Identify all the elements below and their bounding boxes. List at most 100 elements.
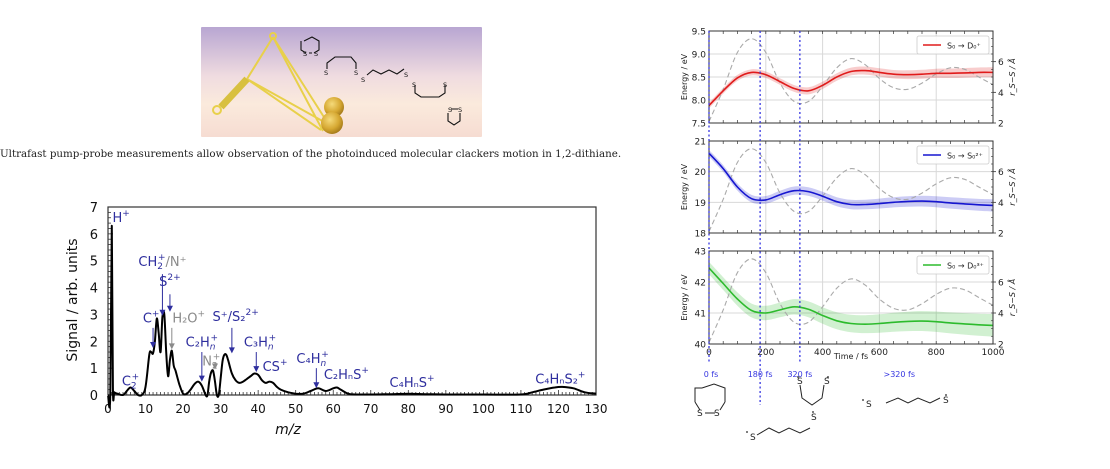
ion-label-sup: + xyxy=(213,352,221,362)
annotation-arrowhead xyxy=(198,375,205,382)
y-axis-label: Signal / arb. units xyxy=(65,238,81,361)
y-tick-label: 20 xyxy=(695,168,707,178)
y-tick-label: 7 xyxy=(90,201,98,216)
annotation-arrowhead xyxy=(159,309,166,316)
sulfur-label: S xyxy=(750,433,756,443)
y-tick-label: 18 xyxy=(695,230,707,240)
ion-label: H+ xyxy=(113,209,130,226)
y2-tick-label: 4 xyxy=(998,89,1004,99)
ion-label-sub: 2 xyxy=(131,382,137,392)
y2-tick-label: 6 xyxy=(998,279,1004,289)
y2-axis-label: r_S−S / Å xyxy=(1006,58,1017,95)
y-axis-label: Energy / eV xyxy=(680,53,689,100)
annotation-arrowhead xyxy=(168,343,175,350)
energy-panels: 7.5 8.0 8.5 9.0 9.5 2 4 6 Energy / eV r_S−S / Å S₀… xyxy=(680,28,1017,359)
x-tick-label: 70 xyxy=(363,402,378,416)
rss-dashed-line xyxy=(708,258,994,343)
x-tick-label: 1000 xyxy=(982,348,1005,358)
y-tick-label: 8.0 xyxy=(692,97,707,107)
ion-label-sup: 2+ xyxy=(167,273,180,283)
y-tick-label: 8.5 xyxy=(692,74,706,84)
x-tick-label: 40 xyxy=(251,402,266,416)
x-tick-label: 80 xyxy=(401,402,416,416)
ion-label: C+ xyxy=(143,309,160,326)
ion-label-sub: n xyxy=(320,359,326,369)
x-tick-label: 130 xyxy=(585,402,608,416)
x-tick-label: 0 xyxy=(706,348,712,358)
ion-label-sup: + xyxy=(198,309,206,319)
sulfur-label: S xyxy=(824,377,830,387)
ion-label-sup: 2+ xyxy=(245,308,258,318)
mass-spectrum-axes: 0 10 20 30 40 50 60 70 80 90 100 110 120 130 0 1 2 3 4 5 6 7 xyxy=(90,201,608,416)
y-tick-label: 3 xyxy=(90,308,98,323)
clacker-toy xyxy=(212,32,330,132)
sulfur-label: S xyxy=(714,409,720,419)
ion-label: H₂O+ xyxy=(172,309,205,326)
rss-dashed-line xyxy=(708,148,994,232)
ion-label-sup: + xyxy=(280,358,288,368)
annotation-arrowhead xyxy=(211,363,218,370)
sulfur-label: S xyxy=(443,81,447,89)
time-marker-label: >320 fs xyxy=(884,370,916,379)
ion-label-sup: + xyxy=(122,209,130,219)
x-tick-label: 30 xyxy=(213,402,228,416)
mass-spectrum-line xyxy=(107,224,597,409)
y-tick-label: 41 xyxy=(695,310,706,320)
y2-axis-label: r_S−S / Å xyxy=(1006,279,1017,316)
y-tick-label: 9.0 xyxy=(692,51,707,61)
y-tick-label: 6 xyxy=(90,228,98,243)
chain-structure xyxy=(756,427,811,436)
y-axis-label: Energy / eV xyxy=(680,163,689,210)
annotation-arrowhead xyxy=(253,366,260,373)
ion-label-base: C₂HₙS xyxy=(324,368,362,383)
sulfur-label: S xyxy=(361,76,365,84)
y2-tick-label: 2 xyxy=(998,230,1004,240)
sulfur-label: S xyxy=(314,50,318,58)
legend-box xyxy=(916,255,990,275)
mass-spectrum-chart: 0 10 20 30 40 50 60 70 80 90 100 110 120 13001234567 … xyxy=(65,201,608,438)
ion-label-base: C₃H xyxy=(244,336,268,351)
ion-label: C2+ xyxy=(122,373,139,392)
radical-dot xyxy=(812,411,814,413)
x-tick-label: 60 xyxy=(326,402,341,416)
ion-label-base: C₂H xyxy=(186,336,210,351)
ion-label-suffix: /N⁺ xyxy=(166,255,187,270)
ion-label: C₄Hn+ xyxy=(296,350,328,369)
legend-box xyxy=(916,145,990,165)
annotation-arrowhead xyxy=(313,382,320,389)
ion-label-sub: 2 xyxy=(212,361,218,371)
ion-label-sup: + xyxy=(132,373,140,383)
sulfur-label: S xyxy=(354,69,358,77)
y2-tick-label: 6 xyxy=(998,58,1004,68)
sulfur-label: S xyxy=(303,50,307,58)
y2-tick-label: 4 xyxy=(998,199,1004,209)
y-tick-label: 9.5 xyxy=(692,28,706,38)
y-tick-label: 2 xyxy=(90,335,98,350)
clackers-photo: S S S S S S S S S S xyxy=(201,27,482,137)
x-tick-label: 400 xyxy=(814,348,831,358)
x-tick-label: 20 xyxy=(175,402,190,416)
sulfur-label: S xyxy=(404,71,408,79)
confidence-band xyxy=(709,66,993,109)
ion-label-sup: + xyxy=(152,309,160,319)
ion-label-base: C₄H xyxy=(296,352,320,367)
ion-label-base: CS xyxy=(263,360,280,375)
ion-label-sub: 2 xyxy=(157,262,163,272)
x-tick-label: 200 xyxy=(757,348,774,358)
energy-panel: 7.5 8.0 8.5 9.0 9.5 2 4 6 Energy / eV r_S−S / Å S₀… xyxy=(680,28,1017,130)
ion-label: CS+ xyxy=(263,358,288,375)
ion-label: N2+ xyxy=(202,352,220,371)
annotation-arrowhead xyxy=(150,342,157,348)
ion-label-base: CH xyxy=(138,255,157,270)
y-tick-label: 1 xyxy=(90,362,98,377)
ion-label-sup: + xyxy=(158,253,166,263)
x-tick-label: 90 xyxy=(438,402,453,416)
sulfur-label: S xyxy=(866,400,872,410)
time-marker-labels: 0 fs 180 fs 320 fs >320 fs xyxy=(704,370,915,379)
ion-label: C₂HₙS+ xyxy=(324,366,369,383)
ion-label-base: C₄HₙS xyxy=(390,376,428,391)
rss-dashed-line xyxy=(708,38,994,122)
y-tick-label: 0 xyxy=(90,389,98,404)
ion-label: C₂Hn+ xyxy=(186,334,218,353)
confidence-band xyxy=(709,261,993,337)
